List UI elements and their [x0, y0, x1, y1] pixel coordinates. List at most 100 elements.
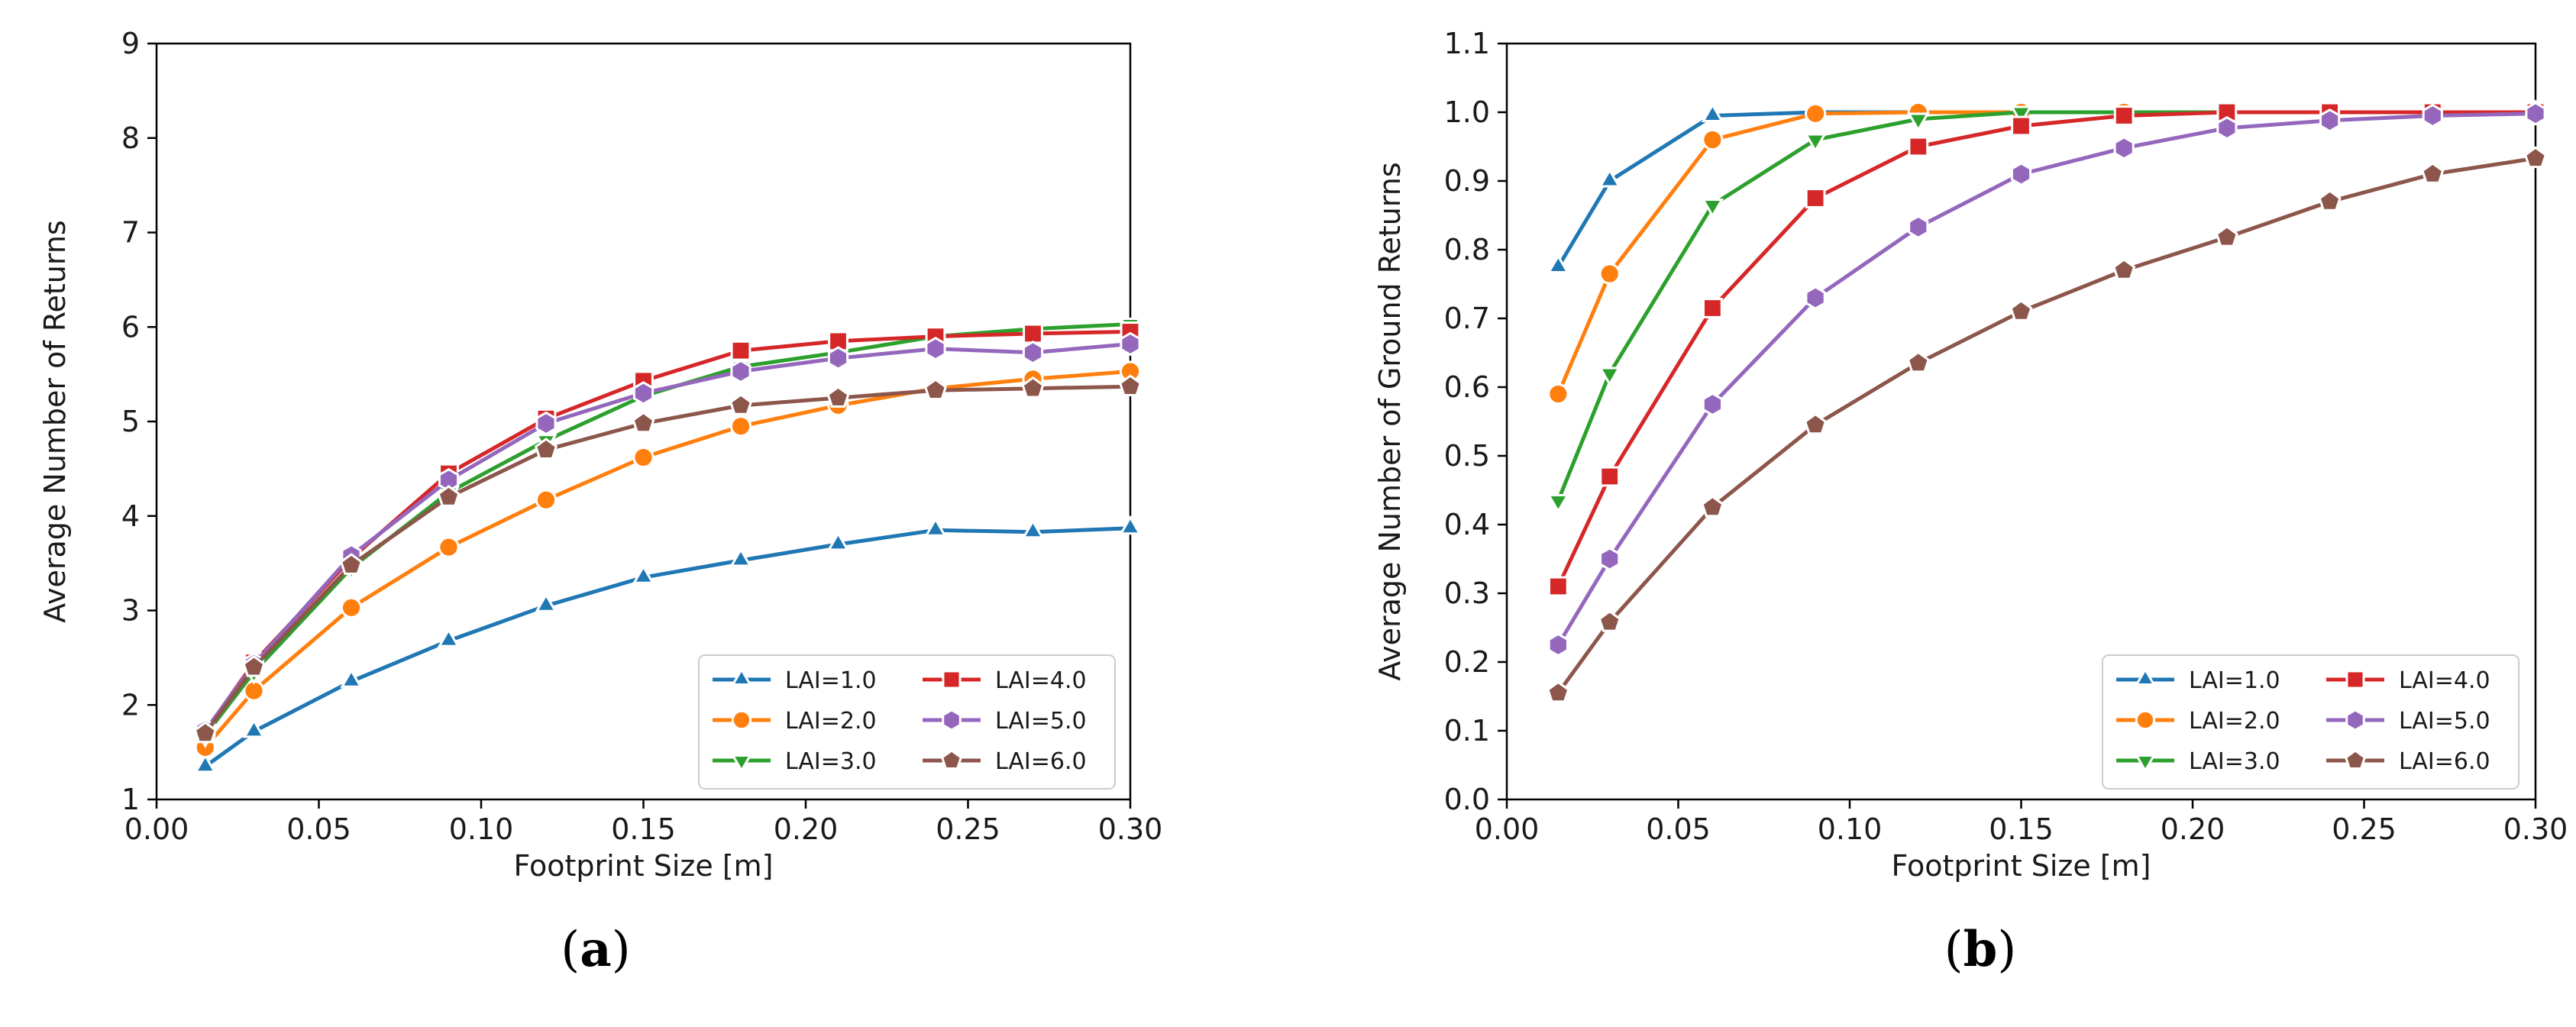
legend-item: LAI=2.0 — [2116, 708, 2280, 735]
panel-label-letter: b — [1964, 921, 1998, 978]
data-point — [730, 340, 751, 361]
data-point — [1598, 167, 1621, 188]
data-point — [924, 517, 947, 537]
data-point — [242, 654, 266, 677]
data-point — [1547, 254, 1570, 273]
data-point — [340, 596, 363, 618]
y-tick-label: 0.8 — [1444, 233, 1490, 266]
y-tick-label: 0.2 — [1444, 645, 1490, 679]
panel-label-open: ( — [1944, 922, 1964, 978]
data-point — [1021, 518, 1045, 539]
panel-label-close: ) — [1997, 922, 2016, 978]
y-axis-label: Average Number of Returns — [38, 220, 72, 622]
data-point — [1599, 466, 1621, 487]
legend-label: LAI=1.0 — [785, 667, 877, 694]
data-point — [1022, 340, 1044, 365]
legend-marker — [2344, 749, 2367, 770]
y-tick-label: 8 — [121, 121, 140, 155]
x-tick-label: 0.05 — [1646, 812, 1711, 846]
data-point — [438, 536, 460, 558]
data-point — [1598, 367, 1621, 387]
legend-marker — [2135, 709, 2156, 731]
legend-marker — [731, 709, 752, 731]
x-tick-label: 0.30 — [2503, 812, 2568, 846]
legend-item: LAI=2.0 — [713, 708, 877, 735]
panel-label: (b) — [1944, 921, 2017, 978]
data-point — [729, 547, 752, 567]
y-tick-label: 0.1 — [1444, 714, 1490, 748]
legend-box — [698, 654, 1116, 790]
data-point — [535, 489, 558, 511]
legend-item: LAI=6.0 — [2326, 748, 2490, 775]
legend-label: LAI=5.0 — [2399, 708, 2490, 735]
x-tick-label: 0.30 — [1098, 812, 1163, 846]
legend-item: LAI=5.0 — [2326, 708, 2490, 735]
data-point — [826, 386, 850, 408]
data-point — [2009, 299, 2033, 321]
legend-label: LAI=6.0 — [995, 748, 1087, 775]
legend-item: LAI=3.0 — [2116, 748, 2280, 775]
panel-label: (a) — [561, 921, 630, 978]
data-point — [437, 485, 461, 507]
data-point — [729, 393, 753, 415]
data-point — [730, 359, 751, 384]
legend-item: LAI=4.0 — [923, 667, 1087, 694]
legend-marker — [2345, 709, 2365, 731]
legend-label: LAI=6.0 — [2399, 748, 2490, 775]
legend-marker — [731, 667, 752, 686]
series-LAI=1.0 — [193, 515, 1142, 773]
legend-item: LAI=4.0 — [2326, 667, 2490, 694]
y-tick-label: 0.9 — [1444, 164, 1490, 198]
data-point — [1021, 376, 1045, 399]
data-point — [2113, 105, 2135, 126]
data-point — [2215, 224, 2238, 247]
data-point — [2525, 102, 2546, 126]
data-point — [632, 411, 655, 434]
data-point — [2319, 108, 2341, 133]
data-point — [826, 531, 850, 551]
data-point — [1547, 632, 1569, 657]
data-point — [2216, 115, 2238, 140]
y-tick-label: 2 — [121, 688, 140, 722]
data-point — [2421, 162, 2445, 184]
data-point — [1908, 136, 1929, 157]
legend-marker — [942, 709, 962, 731]
data-point — [1598, 609, 1621, 632]
data-point — [1702, 298, 1723, 318]
y-axis-label: Average Number of Ground Returns — [1373, 162, 1407, 680]
legend-marker — [942, 670, 962, 690]
data-point — [1805, 102, 1827, 124]
x-tick-label: 0.25 — [2332, 812, 2397, 846]
data-point — [1702, 128, 1724, 151]
data-point — [1118, 374, 1143, 396]
data-point — [2010, 162, 2032, 186]
data-point — [1547, 494, 1570, 514]
y-tick-label: 0.7 — [1444, 302, 1490, 335]
y-tick-label: 0.6 — [1444, 370, 1490, 404]
x-tick-label: 0.15 — [1989, 812, 2054, 846]
panel-label-open: ( — [561, 922, 580, 978]
legend-marker — [2135, 667, 2156, 686]
data-point — [1907, 112, 1930, 133]
data-point — [632, 381, 655, 405]
panel-label-close: ) — [612, 922, 631, 978]
y-tick-label: 0.3 — [1444, 576, 1490, 610]
x-tick-label: 0.10 — [449, 812, 514, 846]
data-point — [1908, 215, 1929, 240]
data-point — [534, 438, 558, 460]
y-tick-label: 6 — [121, 310, 140, 344]
y-tick-label: 1.0 — [1444, 95, 1490, 129]
data-point — [1598, 263, 1621, 285]
y-tick-label: 0.0 — [1444, 783, 1490, 816]
data-point — [923, 378, 948, 400]
legend-item: LAI=1.0 — [2116, 667, 2280, 694]
legend-item: LAI=5.0 — [923, 708, 1087, 735]
data-point — [1119, 515, 1142, 535]
data-point — [1702, 392, 1723, 417]
data-point — [1805, 286, 1826, 310]
legend: LAI=1.0 LAI=2.0 LAI=3.0 LAI=4.0 LAI=5.0 LAI=6… — [2102, 654, 2519, 790]
series-LAI=6.0 — [193, 374, 1143, 744]
chart-panel-a: 0.00 0.05 0.10 0.15 0.20 0.25 0.30 1 2 3 4 5 6 7 8 9 Foo… — [38, 27, 1162, 978]
data-point — [535, 593, 558, 612]
